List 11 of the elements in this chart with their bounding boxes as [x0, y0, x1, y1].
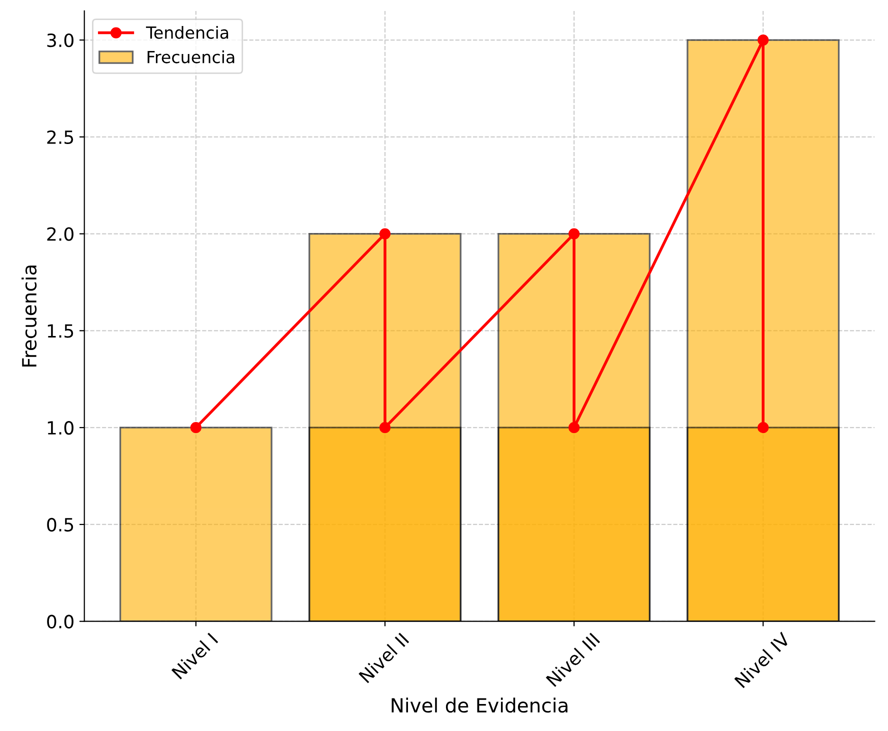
y-tick-label: 0.0 [47, 614, 74, 628]
y-tick-label: 3.0 [47, 33, 74, 48]
y-tick-label: 1.0 [48, 421, 74, 435]
x-axis-title: Nivel de Evidencia [392, 698, 568, 713]
y-axis-title: Frecuencia [22, 266, 37, 367]
y-tick-label: 1.5 [48, 324, 74, 338]
legend-label: Tendencia [146, 26, 228, 39]
y-tick-label: 2.0 [47, 227, 74, 241]
y-tick-label: 2.5 [47, 130, 74, 144]
y-tick-label: 0.5 [47, 518, 74, 532]
legend-label: Frecuencia [148, 50, 234, 64]
